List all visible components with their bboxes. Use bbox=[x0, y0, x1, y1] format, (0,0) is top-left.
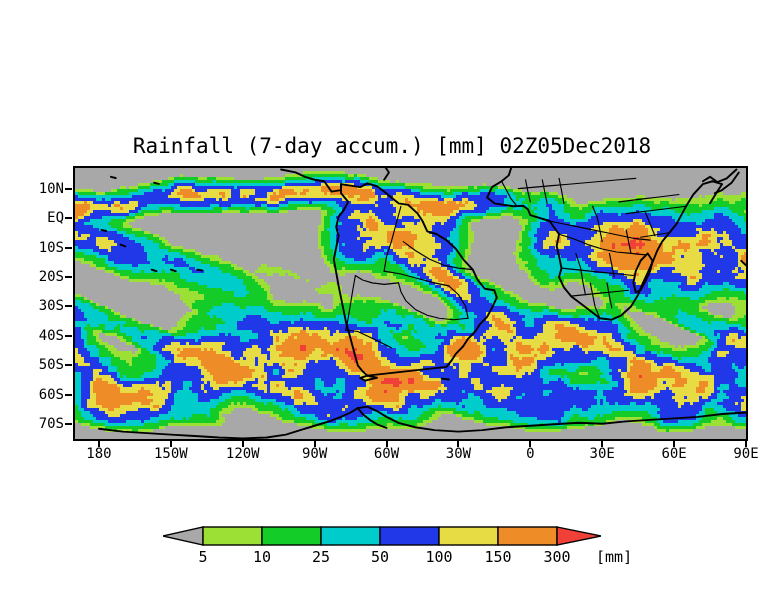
x-axis-tick-label: 60W bbox=[373, 446, 400, 462]
colorbar-segment bbox=[320, 526, 381, 546]
y-axis-tick-label: 30S bbox=[38, 298, 64, 315]
colorbar-swatches bbox=[163, 526, 601, 546]
x-axis-tick-label: 180 bbox=[86, 446, 112, 462]
x-axis-tick-mark bbox=[601, 441, 604, 447]
colorbar-segment bbox=[438, 526, 499, 546]
colorbar-tick-label: 10 bbox=[252, 548, 272, 566]
y-axis-tick-label: 70S bbox=[38, 416, 64, 433]
x-axis-tick-label: 30W bbox=[445, 446, 472, 462]
x-axis-tick-label: 0 bbox=[526, 446, 535, 462]
y-axis-tick-mark bbox=[65, 423, 72, 426]
colorbar-tick-label: 150 bbox=[484, 548, 512, 566]
colorbar-tick-label: 300 bbox=[543, 548, 571, 566]
rainfall-map[interactable] bbox=[73, 166, 748, 441]
colorbar-segment bbox=[261, 526, 322, 546]
y-axis-tick-mark bbox=[65, 364, 72, 367]
y-axis-tick-label: 10N bbox=[38, 180, 64, 197]
y-axis-tick-mark bbox=[65, 393, 72, 396]
x-axis-tick-label: 30E bbox=[589, 446, 615, 462]
colorbar[interactable] bbox=[163, 525, 601, 547]
colorbar-tick-label: 25 bbox=[311, 548, 331, 566]
colorbar-segment bbox=[379, 526, 440, 546]
x-axis-tick-label: 90W bbox=[301, 446, 328, 462]
colorbar-segment-over bbox=[556, 526, 601, 546]
colorbar-unit-label: [mm] bbox=[596, 548, 633, 566]
y-axis-tick-label: EQ bbox=[47, 210, 64, 227]
x-axis-tick-mark bbox=[241, 441, 244, 447]
y-axis-tick-label: 50S bbox=[38, 357, 64, 374]
colorbar-tick-label: 100 bbox=[425, 548, 453, 566]
y-axis-tick-mark bbox=[65, 246, 72, 249]
y-axis-tick-label: 40S bbox=[38, 327, 64, 344]
x-axis-tick-mark bbox=[529, 441, 532, 447]
x-axis-tick-mark bbox=[169, 441, 172, 447]
y-axis-tick-mark bbox=[65, 305, 72, 308]
y-axis-tick-mark bbox=[65, 334, 72, 337]
y-axis-labels: 10N EQ 10S 20S 30S 40S 50S 60S 70S bbox=[0, 0, 64, 612]
y-axis-tick-mark bbox=[65, 275, 72, 278]
y-axis-tick-label: 10S bbox=[38, 239, 64, 256]
x-axis-tick-mark bbox=[673, 441, 676, 447]
x-axis-tick-mark bbox=[97, 441, 100, 447]
colorbar-segment bbox=[497, 526, 558, 546]
colorbar-tick-label: 50 bbox=[370, 548, 390, 566]
colorbar-segment-under bbox=[163, 526, 204, 546]
y-axis-tick-mark bbox=[65, 187, 72, 190]
y-axis-tick-label: 60S bbox=[38, 386, 64, 403]
x-axis-tick-label: 150W bbox=[153, 446, 188, 462]
x-axis-tick-mark bbox=[313, 441, 316, 447]
x-axis-tick-mark bbox=[745, 441, 747, 447]
y-axis-tick-label: 20S bbox=[38, 268, 64, 285]
x-axis-tick-label: 90E bbox=[733, 446, 759, 462]
colorbar-tick-label: 5 bbox=[198, 548, 208, 566]
x-axis-tick-mark bbox=[457, 441, 460, 447]
y-axis-tick-mark bbox=[65, 217, 72, 220]
rainfall-raster bbox=[75, 168, 746, 439]
page-title: Rainfall (7-day accum.) [mm] 02Z05Dec201… bbox=[132, 134, 652, 158]
x-axis-tick-mark bbox=[385, 441, 388, 447]
x-axis-tick-label: 120W bbox=[225, 446, 260, 462]
x-axis-tick-label: 60E bbox=[661, 446, 687, 462]
colorbar-segment bbox=[202, 526, 263, 546]
